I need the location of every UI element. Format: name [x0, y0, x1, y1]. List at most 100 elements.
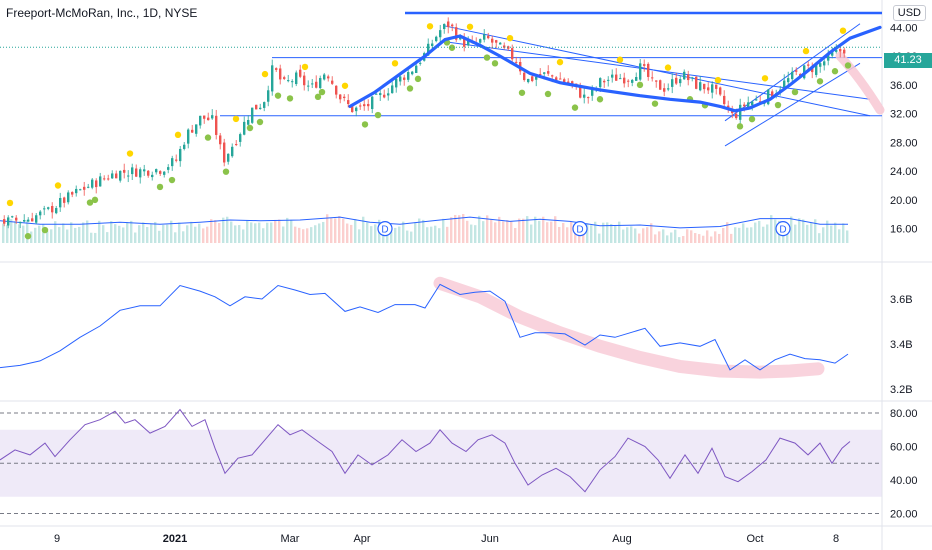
candle-body — [127, 175, 130, 177]
candle-body — [167, 167, 170, 170]
signal-marker — [839, 27, 847, 34]
candle-body — [559, 78, 562, 80]
candle-body — [43, 208, 46, 210]
signal-marker — [736, 123, 744, 130]
candle-body — [267, 90, 270, 102]
signal-marker — [374, 111, 382, 119]
candle-body — [535, 76, 538, 80]
volume-bar — [154, 221, 157, 243]
candle-body — [83, 186, 86, 190]
volume-bar — [134, 232, 137, 243]
candle-body — [651, 77, 654, 79]
candle-body — [59, 198, 62, 208]
candle-body — [587, 97, 590, 99]
rsi-line — [0, 408, 851, 493]
candle-body — [815, 65, 818, 75]
volume-bar — [494, 222, 497, 243]
volume-average-line — [0, 216, 848, 229]
volume-bar — [706, 230, 709, 243]
volume-bar — [58, 227, 61, 243]
candle-body — [75, 188, 78, 194]
candle-body — [355, 107, 358, 112]
candle-body — [367, 103, 370, 107]
candle-body — [583, 94, 586, 98]
rsi-axis-label: 60.00 — [890, 442, 918, 454]
volume-bar — [150, 224, 153, 243]
candle-body — [195, 124, 198, 134]
volume-bar — [690, 230, 693, 243]
volume-bar — [334, 218, 337, 243]
volume-bar — [482, 221, 485, 243]
price-axis-label: 20.00 — [890, 195, 918, 207]
forecast-highlight — [835, 51, 885, 115]
candle-body — [87, 186, 90, 188]
volume-bar — [34, 227, 37, 243]
candle-body — [759, 101, 762, 103]
signal-marker — [491, 60, 499, 67]
volume-bar — [826, 220, 829, 243]
candle-body — [611, 74, 614, 78]
candle-body — [327, 76, 330, 79]
signal-marker — [168, 176, 176, 184]
candle-body — [119, 170, 122, 181]
dividend-marker — [775, 221, 791, 237]
candle-body — [55, 208, 58, 214]
volume-bar — [298, 227, 301, 243]
candle-body — [319, 78, 322, 89]
volume-bar — [106, 232, 109, 243]
candle-body — [447, 21, 450, 28]
candle-body — [123, 169, 126, 173]
candle-body — [791, 71, 794, 80]
candle-body — [7, 217, 10, 226]
signal-marker — [556, 58, 564, 66]
candle-body — [143, 169, 146, 172]
candle-body — [699, 82, 702, 91]
volume-bar — [82, 222, 85, 243]
volume-bar — [462, 213, 465, 243]
volume-bar — [318, 223, 321, 243]
volume-bar — [834, 222, 837, 243]
time-axis-label: 2021 — [163, 533, 187, 545]
candle-body — [607, 79, 610, 81]
candle-body — [359, 105, 362, 107]
candle-body — [347, 100, 350, 105]
candle-body — [179, 148, 182, 162]
candle-body — [51, 205, 54, 213]
signal-marker — [571, 104, 579, 111]
rsi-axis-label: 40.00 — [890, 475, 918, 487]
candle-body — [643, 64, 646, 66]
candle-body — [235, 144, 238, 146]
volume-bar — [718, 233, 721, 243]
volume-bar — [746, 227, 749, 243]
candle-body — [719, 87, 722, 95]
volume-bar — [686, 229, 689, 243]
volume-bars — [2, 213, 849, 243]
trend-line — [724, 62, 861, 147]
volume-bar — [382, 232, 385, 243]
signal-marker — [466, 23, 474, 30]
candle-body — [379, 93, 382, 96]
candle-body — [67, 192, 70, 203]
signal-marker — [448, 44, 456, 51]
volume-bar — [278, 219, 281, 243]
volume-bar — [810, 222, 813, 243]
volume-bar — [558, 226, 561, 243]
volume-bar — [162, 224, 165, 243]
volume-bar — [50, 229, 53, 243]
signal-marker — [791, 88, 799, 96]
candle-body — [363, 104, 366, 107]
volume-bar — [206, 226, 209, 243]
candle-body — [263, 102, 266, 108]
currency-button[interactable]: USD — [892, 5, 926, 21]
volume-bar — [626, 227, 629, 243]
signal-marker — [314, 93, 322, 101]
time-axis-label: Oct — [746, 533, 763, 545]
volume-bar — [446, 226, 449, 243]
volume-bar — [242, 229, 245, 243]
candle-body — [563, 79, 566, 83]
volume-bar — [182, 231, 185, 243]
dividend-marker-label: D — [381, 225, 388, 236]
candle-body — [431, 43, 434, 46]
volume-bar — [662, 229, 665, 243]
